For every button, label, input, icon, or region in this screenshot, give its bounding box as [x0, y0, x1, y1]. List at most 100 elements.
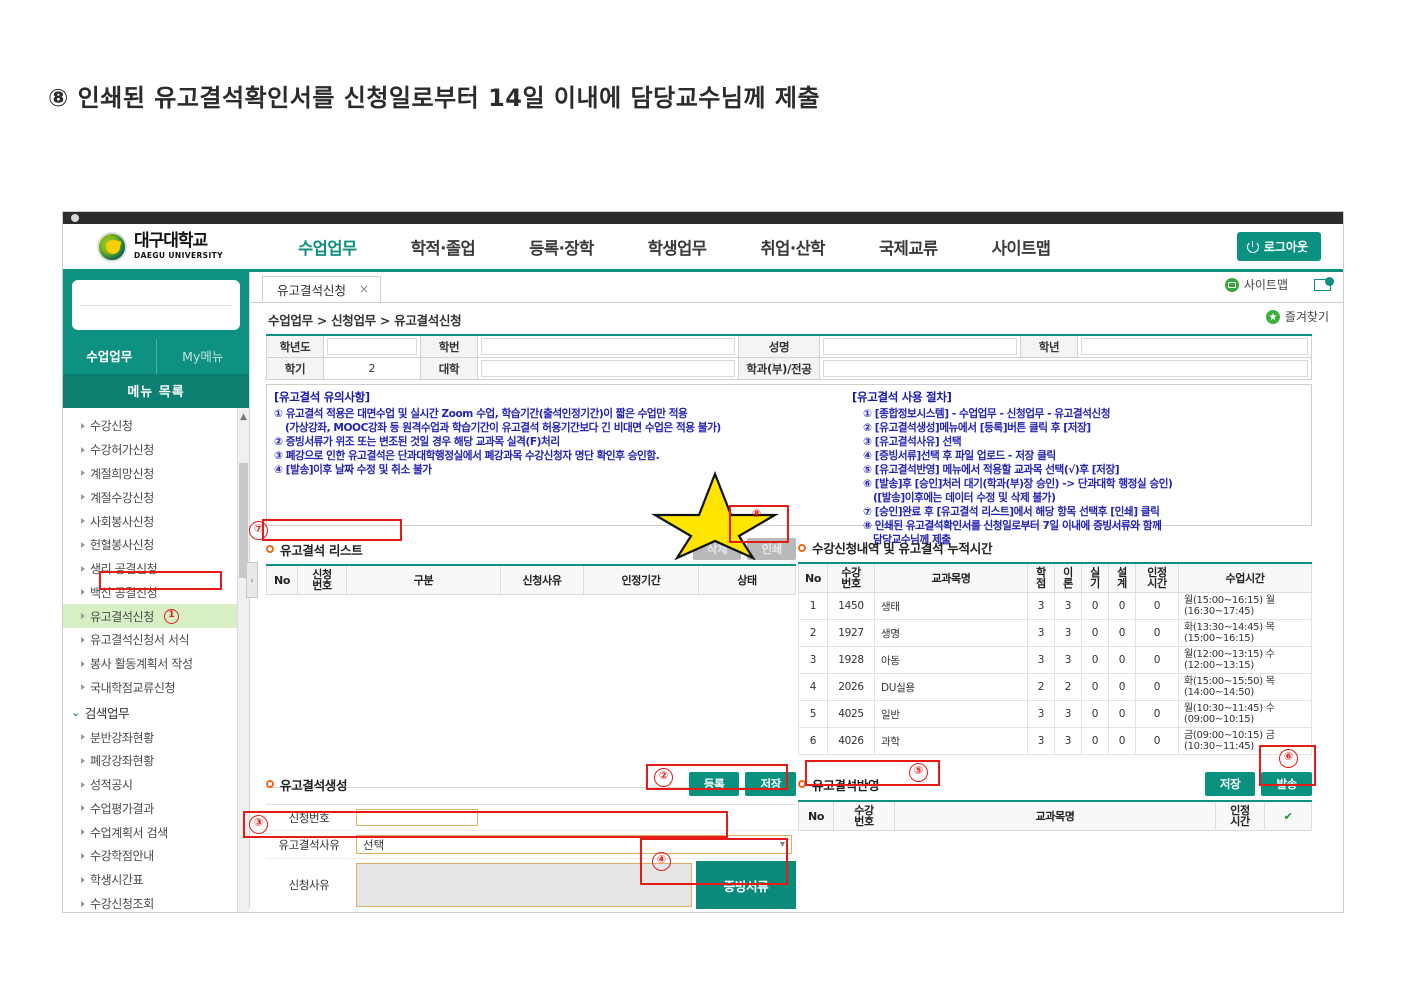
top-navigation: 대구대학교 DAEGU UNIVERSITY 수업업무 학적·졸업 등록·장학 … [63, 224, 1343, 272]
nav-items: 수업업무 학적·졸업 등록·장학 학생업무 취업·산학 국제교류 사이트맵 [271, 235, 1237, 259]
sidebar-item-15[interactable]: 성적공시 [63, 773, 249, 797]
sidebar-item-6[interactable]: 생리 공결신청 [63, 557, 249, 581]
close-icon[interactable]: × [359, 282, 370, 296]
sidebar-item-10[interactable]: 봉사 활동계획서 작성 [63, 652, 249, 676]
evidence-button[interactable]: 증빙서류 [696, 860, 796, 909]
sidebar-tab-primary[interactable]: 수업업무 [86, 349, 133, 364]
delete-button[interactable]: 삭제 [692, 538, 742, 560]
window-dot-icon [71, 214, 79, 222]
form-row: 신청번호 [266, 804, 796, 831]
sidebar-item-12[interactable]: ⌄ 검색업무 [63, 699, 249, 725]
table-row[interactable]: 3 1928 아동 3 3 0 0 0 월(12:00~13:15) 수(12:00~13:15… [798, 646, 1312, 674]
chevron-right-icon [81, 422, 85, 429]
tab-유고결석신청[interactable]: 유고결석신청 × [262, 276, 382, 302]
field-신청번호-cell [352, 804, 796, 831]
sidebar-item-13[interactable]: 분반강좌현황 [63, 725, 249, 749]
request-number-input[interactable] [356, 809, 478, 826]
notice-line: ② [유고결석생성]메뉴에서 [등록]버튼 클릭 후 [저장] [863, 422, 1091, 434]
col-인정시간: 인정 시간 [1135, 563, 1179, 593]
logout-button[interactable]: 로그아웃 [1236, 232, 1321, 261]
sidebar-item-9[interactable]: 유고결석신청서 서식 [63, 628, 249, 652]
request-detail-textarea[interactable] [356, 863, 692, 907]
sidebar-item-label: 수강허가신청 [90, 443, 154, 458]
nav-item-학생업무[interactable]: 학생업무 [647, 238, 707, 258]
absence-list-table: No 신청 번호 구분 신청사유 인정기간 상태 [266, 564, 796, 595]
sitemap-link[interactable]: 사이트맵 [1224, 276, 1288, 293]
sidebar-item-label: 봉사 활동계획서 작성 [90, 657, 193, 672]
chevron-right-icon [81, 541, 85, 548]
cell-course_no: 1927 [827, 619, 875, 647]
sidebar-item-2[interactable]: 계절희망신청 [63, 462, 249, 486]
sidebar-item-label: 사회봉사신청 [90, 514, 154, 529]
send-button[interactable]: 발송 [1261, 772, 1312, 796]
scroll-up-icon[interactable]: ▲ [240, 412, 247, 422]
sidebar-collapse-handle[interactable]: ‹ [246, 562, 258, 598]
sidebar-item-4[interactable]: 사회봉사신청 [63, 509, 249, 533]
sidebar-item-18[interactable]: 수강학점안내 [63, 844, 249, 868]
favorite-link[interactable]: 즐겨찾기 [1265, 308, 1329, 325]
col-인정기간: 인정기간 [583, 565, 699, 595]
brand-logo[interactable]: 대구대학교 DAEGU UNIVERSITY [97, 231, 271, 262]
nav-item-국제교류[interactable]: 국제교류 [878, 238, 938, 258]
sidebar-item-7[interactable]: 백신 공결신청 [63, 580, 249, 604]
sidebar-search-input[interactable] [72, 280, 240, 330]
field-학년[interactable] [1077, 334, 1312, 358]
select-all-checkbox[interactable]: ✔ [1283, 809, 1293, 823]
nav-item-취업산학[interactable]: 취업·산학 [760, 238, 825, 258]
notice-line: ([발송]이후에는 데이터 수정 및 삭제 불가) [873, 492, 1056, 504]
sidebar-item-5[interactable]: 헌혈봉사신청 [63, 533, 249, 557]
table-row[interactable]: 4 2026 DU실용 2 2 0 0 0 화(15:00~15:50) 목(14:00~14:… [798, 673, 1312, 701]
cell-credit: 3 [1027, 619, 1055, 647]
nav-item-등록장학[interactable]: 등록·장학 [529, 238, 594, 258]
cell-time: 월(15:00~16:15) 월(16:30~17:45) [1178, 592, 1312, 620]
table-header-row: No 신청 번호 구분 신청사유 인정기간 상태 [266, 565, 796, 595]
cell-course_no: 4026 [827, 727, 875, 755]
table-row[interactable]: 6 4026 과학 3 3 0 0 0 금(09:00~10:15) 금(10:30~11:45… [798, 727, 1312, 755]
sidebar-tab-mymenu[interactable]: My메뉴 [155, 339, 250, 374]
field-학과전공[interactable] [819, 357, 1312, 380]
sidebar-item-20[interactable]: 수강신청조회 [63, 892, 249, 912]
nav-item-사이트맵[interactable]: 사이트맵 [991, 238, 1051, 258]
field-성명[interactable] [819, 334, 1021, 358]
table-row[interactable]: 1 1450 생태 3 3 0 0 0 월(15:00~16:15) 월(16:30~17:45… [798, 592, 1312, 620]
brand-name-en: DAEGU UNIVERSITY [134, 251, 224, 261]
sidebar-item-label: 폐강강좌현황 [90, 754, 154, 769]
sidebar-item-1[interactable]: 수강허가신청 [63, 438, 249, 462]
register-button[interactable]: 등록 [688, 772, 740, 796]
nav-item-수업업무[interactable]: 수업업무 [298, 238, 357, 258]
sidebar-item-8[interactable]: 유고결석신청 1 [63, 604, 249, 629]
cell-approved: 0 [1135, 727, 1179, 755]
sidebar-item-label: 검색업무 [84, 705, 130, 721]
cell-practice: 0 [1081, 646, 1109, 674]
field-학번[interactable] [477, 334, 739, 358]
table-row[interactable]: 2 1927 생명 3 3 0 0 0 화(13:30~14:45) 목(15:00~16:15… [798, 619, 1312, 647]
new-window-icon[interactable] [1314, 276, 1334, 291]
sidebar-item-0[interactable]: 수강신청 [63, 414, 249, 438]
table-row: 학기 2 대학 학과(부)/전공 [266, 357, 1312, 380]
notice-line: ③ 폐강으로 인한 유고결석은 단과대학행정실에서 폐강과목 수강신청자 명단 … [274, 450, 660, 462]
favorite-label: 즐겨찾기 [1284, 310, 1329, 324]
reflect-save-button[interactable]: 저장 [1204, 772, 1256, 796]
sidebar-scrollbar[interactable]: ▲ [237, 408, 249, 912]
sidebar-item-19[interactable]: 학생시간표 [63, 868, 249, 892]
cell-design: 0 [1108, 646, 1136, 674]
sidebar-item-17[interactable]: 수업계획서 검색 [63, 820, 249, 844]
scrollbar-thumb[interactable] [239, 463, 248, 578]
col-수업시간: 수업시간 [1178, 563, 1312, 593]
print-button[interactable]: 인쇄 [747, 538, 796, 560]
nav-item-학적졸업[interactable]: 학적·졸업 [410, 238, 476, 258]
field-학년도[interactable] [323, 334, 421, 358]
absence-reason-select[interactable]: 선택 ▾ [356, 835, 792, 854]
label-대학: 대학 [420, 357, 478, 380]
chevron-right-icon [81, 565, 85, 572]
col-교과목명: 교과목명 [874, 563, 1028, 593]
sidebar-item-3[interactable]: 계절수강신청 [63, 485, 249, 509]
table-row[interactable]: 5 4025 일반 3 3 0 0 0 월(10:30~11:45) 수(09:00~10:15… [798, 700, 1312, 728]
sidebar-item-16[interactable]: 수업평가결과 [63, 797, 249, 821]
sidebar-item-11[interactable]: 국내학점교류신청 [63, 676, 249, 700]
field-대학[interactable] [477, 357, 739, 380]
sidebar-item-14[interactable]: 폐강강좌현황 [63, 749, 249, 773]
chevron-right-icon [81, 684, 85, 691]
save-button[interactable]: 저장 [745, 772, 796, 796]
